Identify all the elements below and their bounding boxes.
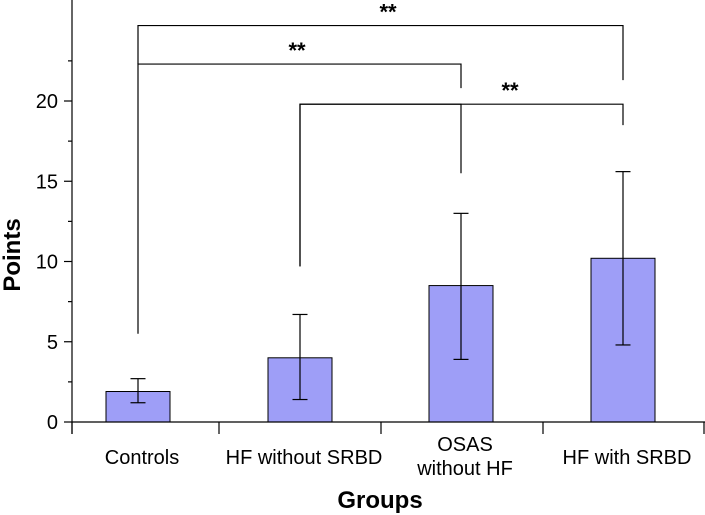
significance-brackets: ** ** ** <box>137 0 624 334</box>
significance-bracket-0 <box>137 63 462 334</box>
x-category-label-3: HF with SRBD <box>563 447 692 469</box>
significance-bracket-3 <box>299 103 624 267</box>
significance-label-0: ** <box>288 38 306 63</box>
y-axis-title: Points <box>0 218 26 291</box>
bars-group <box>105 257 656 423</box>
y-tick-label-0: 0 <box>47 412 58 434</box>
significance-label-1: ** <box>379 0 397 25</box>
x-category-label-2: OSAS <box>437 434 493 456</box>
y-tick-label-2: 10 <box>36 252 58 274</box>
x-category-label-2: without HF <box>416 458 513 480</box>
y-tick-label-1: 5 <box>47 332 58 354</box>
x-category-label-0: Controls <box>105 447 179 469</box>
axes-group: 0 5 10 15 20 Controls HF without SRBD OSASwitho… <box>36 0 705 480</box>
significance-bracket-1 <box>137 24 624 81</box>
significance-bracket-2 <box>299 103 462 267</box>
y-tick-label-4: 20 <box>36 91 58 113</box>
y-tick-label-3: 15 <box>36 171 58 193</box>
x-category-label-1: HF without SRBD <box>226 447 383 469</box>
x-axis-title: Groups <box>337 487 422 514</box>
significance-label-2: ** <box>501 78 519 103</box>
error-bars-group <box>130 171 631 404</box>
